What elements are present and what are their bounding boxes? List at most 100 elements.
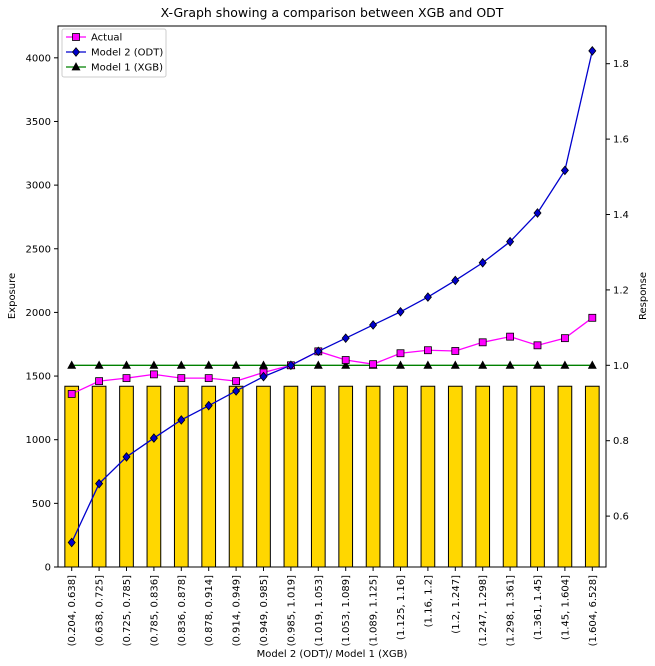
- left-tick-label: 3500: [26, 117, 51, 128]
- x-tick-label: (0.985, 1.019]: [286, 575, 297, 647]
- lines-layer: [67, 46, 597, 548]
- diamond-marker: [478, 257, 487, 268]
- diamond-marker: [286, 360, 295, 371]
- triangle-marker: [587, 360, 597, 369]
- triangle-marker: [423, 360, 433, 369]
- x-axis-title: Model 2 (ODT)/ Model 1 (XGB): [257, 649, 408, 660]
- x-tick-label: (0.949, 0.985]: [259, 575, 270, 647]
- square-marker: [149, 370, 158, 379]
- right-tick-label: 1.8: [613, 59, 629, 70]
- exposure-bar: [584, 385, 600, 568]
- square-marker: [67, 390, 76, 398]
- diamond-marker: [67, 537, 76, 548]
- square-marker: [341, 356, 350, 364]
- exposure-bar: [557, 385, 573, 568]
- square-marker: [122, 374, 131, 383]
- diamond-marker: [423, 292, 432, 302]
- diamond-marker: [177, 415, 186, 425]
- exposure-bar: [502, 385, 518, 568]
- diamond-marker: [369, 320, 378, 330]
- exposure-bar: [393, 385, 408, 568]
- legend-label: Model 1 (XGB): [91, 63, 163, 74]
- plot-frame: [57, 25, 607, 568]
- diamond-marker: [451, 275, 460, 286]
- x-tick-label: (1.604, 6.528]: [588, 575, 599, 647]
- right-axis-title: Response: [638, 272, 649, 320]
- diamond-marker: [122, 452, 131, 462]
- triangle-marker: [122, 360, 131, 369]
- exposure-bar: [228, 385, 244, 568]
- x-tick-label: (1.125, 1.16]: [396, 575, 407, 640]
- exposure-bar: [338, 385, 354, 568]
- x-tick-label: (0.638, 0.725]: [95, 575, 106, 647]
- diamond-marker: [71, 47, 81, 57]
- x-tick-label: (1.2, 1.247]: [451, 575, 462, 634]
- triangle-marker: [176, 360, 186, 369]
- exposure-bar: [119, 385, 134, 568]
- triangle-marker: [204, 360, 214, 369]
- x-tick-label: (0.878, 0.914]: [204, 575, 215, 647]
- left-tick-label: 3000: [26, 181, 51, 192]
- exposure-bar: [146, 385, 162, 568]
- square-marker: [177, 374, 186, 383]
- x-tick-label: (1.089, 1.125]: [369, 575, 380, 647]
- x-tick-label: (1.019, 1.053]: [314, 575, 325, 647]
- square-marker: [72, 33, 80, 41]
- x-tick-label: (0.204, 0.638]: [67, 575, 78, 647]
- left-tick-label: 0: [45, 563, 51, 574]
- triangle-marker: [94, 360, 104, 369]
- exposure-bar: [447, 385, 463, 568]
- x-tick-label: (0.785, 0.836]: [149, 575, 160, 647]
- exposure-bar: [91, 385, 107, 568]
- left-tick-label: 1000: [26, 435, 51, 446]
- square-marker: [533, 341, 542, 350]
- triangle-marker: [313, 360, 323, 369]
- diamond-marker: [314, 346, 323, 357]
- square-marker: [232, 377, 241, 386]
- right-tick-label: 1.0: [613, 361, 629, 372]
- diamond-marker: [396, 306, 405, 317]
- right-tick-label: 1.2: [613, 285, 629, 296]
- x-tick-label: (1.298, 1.361]: [506, 575, 517, 647]
- triangle-marker: [231, 360, 241, 369]
- right-tick-label: 0.8: [613, 436, 629, 447]
- x-tick-label: (0.725, 0.785]: [122, 575, 133, 647]
- exposure-bar: [530, 385, 545, 568]
- square-marker: [423, 346, 432, 355]
- left-tick-label: 500: [32, 499, 51, 510]
- square-marker: [95, 377, 103, 386]
- x-tick-label: (0.836, 0.878]: [177, 575, 188, 647]
- square-marker: [451, 347, 460, 355]
- diamond-marker: [588, 46, 597, 56]
- exposure-bar: [283, 385, 299, 568]
- diamond-marker: [341, 333, 350, 343]
- bars-layer: [64, 385, 600, 568]
- diamond-marker: [232, 386, 241, 396]
- square-marker: [588, 313, 597, 322]
- exposure-bar: [475, 385, 491, 568]
- series-line-actual: [71, 317, 593, 395]
- right-axis: 0.6 0.8 1.0 1.2 1.4 1.6 1.8: [606, 59, 629, 523]
- left-tick-label: 2500: [26, 244, 51, 255]
- exposure-bar: [365, 385, 381, 568]
- square-marker: [561, 334, 569, 343]
- triangle-marker: [560, 360, 570, 369]
- x-tick-label: (1.16, 1.2]: [423, 575, 434, 627]
- triangle-marker: [396, 360, 405, 369]
- triangle-marker: [71, 62, 81, 71]
- diamond-marker: [560, 165, 569, 176]
- left-tick-label: 4000: [26, 53, 51, 64]
- x-tick-label: (0.914, 0.949]: [232, 575, 243, 647]
- exposure-bar: [420, 385, 436, 568]
- exposure-bar: [256, 385, 271, 568]
- diamond-marker: [533, 208, 542, 218]
- square-marker: [396, 349, 405, 358]
- left-tick-label: 1500: [26, 372, 51, 383]
- x-tick-label: (1.053, 1.089]: [341, 575, 352, 647]
- x-tick-label: (1.361, 1.45]: [533, 575, 544, 640]
- series-line-model-2-odt: [71, 50, 593, 543]
- legend: Actual Model 2 (ODT) Model 1 (XGB): [61, 28, 167, 78]
- x-axis: (0.204, 0.638] (0.638, 0.725] (0.725, 0.78…: [67, 567, 599, 646]
- square-marker: [506, 332, 515, 341]
